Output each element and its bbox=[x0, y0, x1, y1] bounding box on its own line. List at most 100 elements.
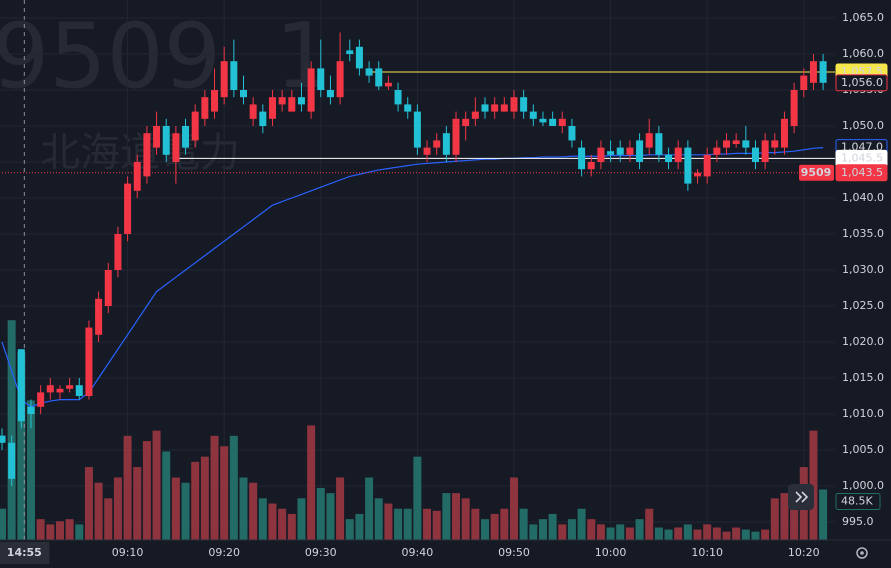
candle-body bbox=[423, 147, 431, 155]
volume-bar bbox=[635, 519, 644, 540]
candle-body bbox=[800, 75, 808, 90]
candle-body bbox=[133, 162, 141, 191]
candle-body bbox=[66, 385, 74, 389]
candle-body bbox=[8, 442, 16, 479]
candle-body bbox=[723, 140, 730, 148]
y-tick-label: 995.0 bbox=[842, 515, 874, 528]
volume-bar bbox=[423, 508, 432, 540]
x-tick-label: 09:40 bbox=[402, 546, 434, 559]
candle-body bbox=[655, 133, 663, 155]
volume-bar bbox=[403, 508, 412, 540]
volume-bar bbox=[171, 477, 180, 540]
candle-body bbox=[211, 90, 219, 112]
time-axis bbox=[0, 540, 891, 568]
candle-body bbox=[37, 392, 45, 407]
candle-body bbox=[742, 140, 750, 148]
candle-body bbox=[442, 133, 450, 155]
candle-body bbox=[578, 147, 586, 170]
y-tick-label: 1,000.0 bbox=[842, 479, 884, 492]
volume-bar bbox=[394, 508, 403, 540]
candle-body bbox=[568, 126, 576, 141]
candle-body bbox=[520, 97, 528, 112]
x-tick-label: 09:20 bbox=[208, 546, 240, 559]
candle-body bbox=[95, 298, 103, 335]
candle-body bbox=[162, 126, 170, 155]
volume-bar bbox=[452, 493, 461, 540]
volume-bar bbox=[722, 531, 731, 540]
candle-body bbox=[317, 68, 325, 90]
candle-body bbox=[124, 183, 132, 234]
candle-body bbox=[529, 111, 537, 119]
volume-bar bbox=[442, 493, 451, 540]
volume-bar bbox=[432, 510, 441, 540]
candle-body bbox=[790, 90, 798, 126]
price-label: 1,045.5 bbox=[841, 151, 883, 164]
watermark: 9509 1 北海道電力 bbox=[0, 4, 332, 176]
crosshair-box bbox=[0, 542, 50, 564]
candle-body bbox=[0, 435, 6, 443]
candle-body bbox=[230, 61, 238, 90]
volume-bar bbox=[162, 451, 171, 540]
volume-bar bbox=[65, 519, 74, 540]
candle-body bbox=[481, 104, 489, 112]
y-tick-label: 1,065.0 bbox=[842, 11, 884, 24]
volume-bar bbox=[529, 524, 538, 540]
candle-body bbox=[307, 68, 315, 112]
candle-body bbox=[404, 104, 412, 112]
candle-body bbox=[645, 133, 653, 148]
volume-bar bbox=[297, 498, 306, 540]
candle-body bbox=[713, 147, 721, 155]
volume-bar bbox=[133, 467, 142, 540]
candle-body bbox=[191, 111, 199, 141]
x-tick-label: 10:10 bbox=[691, 546, 723, 559]
price-label: 1,056.0 bbox=[841, 76, 883, 89]
volume-bar bbox=[819, 489, 828, 540]
candle-body bbox=[375, 68, 383, 87]
candle-body bbox=[703, 154, 711, 177]
volume-bar bbox=[0, 508, 6, 540]
volume-bar bbox=[780, 493, 789, 540]
candle-body bbox=[346, 50, 354, 54]
volume-bar bbox=[471, 508, 480, 540]
volume-bar bbox=[17, 352, 26, 540]
y-tick-label: 1,050.0 bbox=[842, 119, 884, 132]
volume-bar bbox=[413, 456, 422, 540]
volume-bar bbox=[567, 519, 576, 540]
candle-body bbox=[153, 126, 161, 148]
settings-button[interactable] bbox=[856, 547, 868, 559]
candle-body bbox=[75, 385, 83, 396]
price-label: 1,043.5 bbox=[841, 166, 883, 179]
volume-bar bbox=[693, 529, 702, 540]
watermark-interval: 1 bbox=[275, 4, 332, 109]
volume-bar bbox=[664, 529, 673, 540]
y-tick-label: 1,040.0 bbox=[842, 191, 884, 204]
volume-label: 48.5K bbox=[841, 494, 873, 507]
candle-body bbox=[259, 111, 267, 126]
volume-label-box bbox=[835, 492, 881, 510]
volume-bar bbox=[46, 524, 55, 540]
volume-bar bbox=[200, 456, 209, 540]
volume-bar bbox=[751, 531, 760, 540]
candle-body bbox=[394, 90, 402, 105]
price-tag-box bbox=[799, 164, 834, 181]
volume-bar bbox=[220, 446, 229, 540]
candle-body bbox=[539, 118, 547, 123]
volume-bar bbox=[809, 430, 818, 540]
candle-body bbox=[143, 133, 151, 177]
candle-body bbox=[46, 385, 54, 393]
candle-body bbox=[500, 104, 508, 112]
volume-bar bbox=[654, 527, 663, 540]
candle-body bbox=[114, 234, 122, 270]
y-tick-label: 1,030.0 bbox=[842, 263, 884, 276]
candle-body bbox=[27, 406, 35, 414]
candle-body bbox=[694, 172, 702, 177]
candle-body bbox=[780, 118, 788, 148]
x-tick-label: 10:00 bbox=[595, 546, 627, 559]
volume-bar bbox=[365, 477, 374, 540]
price-tag: 9509 bbox=[801, 166, 832, 179]
candle-body bbox=[751, 147, 759, 162]
candle-body bbox=[288, 97, 296, 112]
y-tick-label: 1,020.0 bbox=[842, 335, 884, 348]
candle-body bbox=[674, 147, 682, 162]
